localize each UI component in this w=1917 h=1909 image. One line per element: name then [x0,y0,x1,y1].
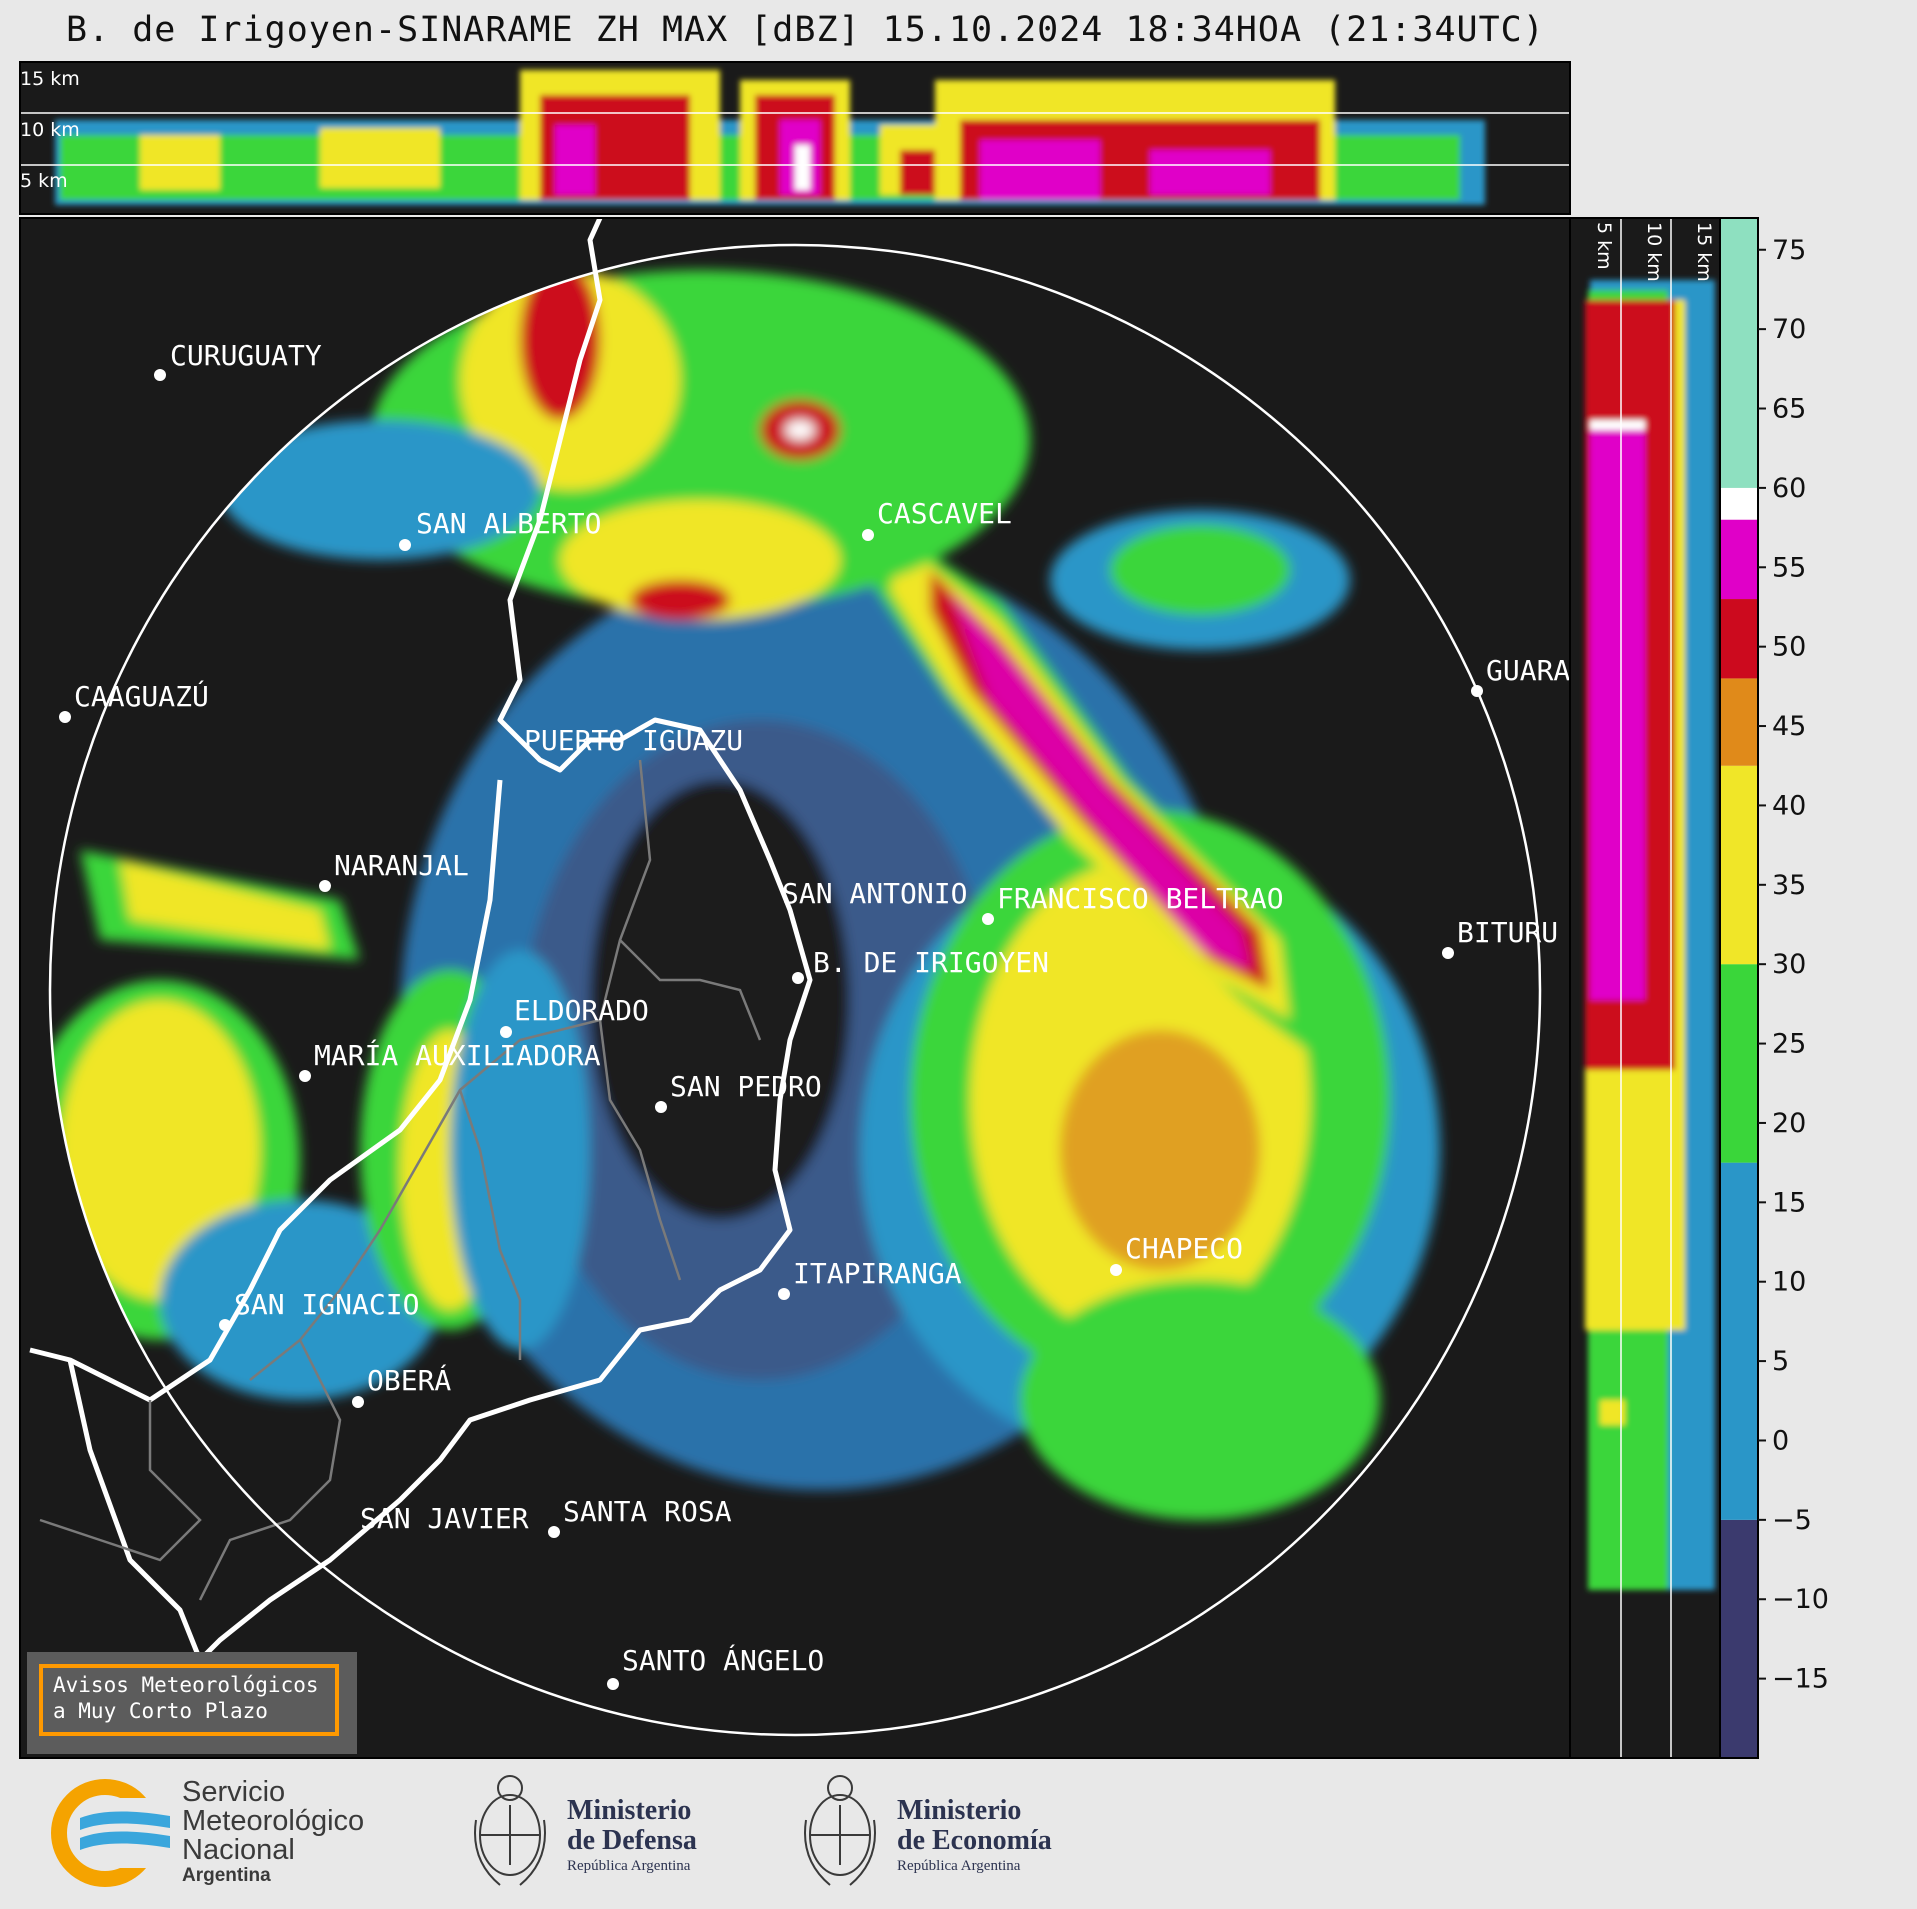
colorbar-tick-label: 35 [1772,870,1806,901]
city-label-cascavel: CASCAVEL [877,497,1012,530]
smn-name-line3: Nacional [182,1834,295,1866]
side-panel-label-5km: 5 km [1593,222,1615,270]
city-markers [59,369,1483,1690]
smn-name-line1: Servicio [182,1776,286,1808]
city-label-itapiranga: ITAPIRANGA [793,1257,962,1290]
city-label-obera: OBERÁ [367,1363,451,1397]
city-label-bituru: BITURU [1457,916,1558,949]
top-panel-label-15km: 15 km [20,68,80,90]
colorbar-band [1720,487,1758,520]
warning-badge: Avisos Meteorológicos a Muy Corto Plazo [27,1652,357,1754]
city-label-san-pedro: SAN PEDRO [670,1070,822,1103]
colorbar-band [1720,765,1758,965]
top-panel-label-5km: 5 km [20,170,68,192]
colorbar-tick-label: 60 [1772,473,1806,504]
colorbar-tick-label: 10 [1772,1267,1806,1298]
colorbar-tick-label: 75 [1772,235,1806,266]
defensa-line1: Ministerio [567,1795,692,1826]
economia-line2: de Economía [897,1825,1052,1856]
city-label-santo-angelo: SANTO ÁNGELO [622,1643,824,1677]
colorbar-tick-label: 45 [1772,711,1806,742]
top-panel-label-10km: 10 km [20,119,80,141]
international-border [198,218,813,1662]
colorbar-tick-label: 30 [1772,949,1806,980]
side-panel-label-15km: 15 km [1693,222,1715,282]
colorbar-band [1720,964,1758,1163]
colorbar-band [1720,1519,1758,1758]
smn-logo-icon [51,1779,175,1887]
coat-of-arms-defensa-icon [474,1775,546,1886]
coat-of-arms-economia-icon [804,1775,876,1886]
colorbar-band [1720,519,1758,600]
side-panel-label-10km: 10 km [1643,222,1665,282]
city-label-san-alberto: SAN ALBERTO [416,507,601,540]
colorbar-tick-label: 70 [1772,314,1806,345]
colorbar-tick-label: 15 [1772,1187,1806,1218]
city-label-guara: GUARA [1486,654,1570,687]
city-label-maria-auxiliadora: MARÍA AUXILIADORA [314,1038,601,1072]
side-height-panel: 5 km 10 km 15 km [1569,217,1721,1759]
colorbar-tick-label: 65 [1772,394,1806,425]
city-label-san-antonio: SAN ANTONIO [782,877,967,910]
city-label-san-ignacio: SAN IGNACIO [234,1288,419,1321]
defensa-line3: República Argentina [567,1858,691,1874]
warning-line1: Avisos Meteorológicos [53,1673,319,1697]
warning-line2: a Muy Corto Plazo [53,1699,268,1723]
colorbar-band [1720,678,1758,766]
smn-name-line4: Argentina [182,1865,271,1886]
city-label-caaguazu: CAAGUAZÚ [74,679,209,713]
colorbar-tick-label: 40 [1772,790,1806,821]
city-label-b-de-irigoyen: B. DE IRIGOYEN [813,946,1049,979]
colorbar-tick-label: 5 [1772,1346,1789,1377]
colorbar-tick-label: −15 [1772,1664,1829,1695]
radar-panels: 15 km 10 km 5 km [19,61,1829,1759]
colorbar-tick-label: −5 [1772,1505,1812,1536]
city-label-santa-rosa: SANTA ROSA [563,1495,732,1528]
city-label-san-javier: SAN JAVIER [360,1502,529,1535]
city-label-naranjal: NARANJAL [334,849,469,882]
colorbar-tick-label: 55 [1772,552,1806,583]
colorbar-band [1720,218,1758,488]
city-label-eldorado: ELDORADO [514,994,649,1027]
economia-line1: Ministerio [897,1795,1022,1826]
colorbar-tick-label: 20 [1772,1108,1806,1139]
city-label-chapeco: CHAPECO [1125,1232,1243,1265]
top-height-panel: 15 km 10 km 5 km [19,61,1571,215]
economia-line3: República Argentina [897,1858,1021,1874]
colorbar-band [1720,599,1758,679]
city-labels: CURUGUATY SAN ALBERTO CASCAVEL CAAGUAZÚ … [74,339,1570,1677]
warning-frame: Avisos Meteorológicos a Muy Corto Plazo [39,1664,339,1736]
provincial-borders [39,759,762,1601]
colorbar-tick-label: 50 [1772,632,1806,663]
smn-name-line2: Meteorológico [182,1805,365,1837]
colorbar-band [1720,1162,1758,1520]
footer-logos: Servicio Meteorológico Nacional Argentin… [0,1760,1917,1909]
city-label-curuguaty: CURUGUATY [170,339,322,372]
colorbar-tick-label: 0 [1772,1425,1789,1456]
city-label-francisco-beltrao: FRANCISCO BELTRAO [997,882,1284,915]
colorbar-tick-label: −10 [1772,1584,1829,1615]
radar-map: CURUGUATY SAN ALBERTO CASCAVEL CAAGUAZÚ … [19,217,1571,1759]
radar-range-ring [48,243,1542,1737]
map-title: B. de Irigoyen-SINARAME ZH MAX [dBZ] 15.… [66,10,1545,50]
colorbar-tick-label: 25 [1772,1029,1806,1060]
city-label-puerto-iguazu: PUERTO IGUAZU [524,724,743,757]
defensa-line2: de Defensa [567,1825,697,1856]
